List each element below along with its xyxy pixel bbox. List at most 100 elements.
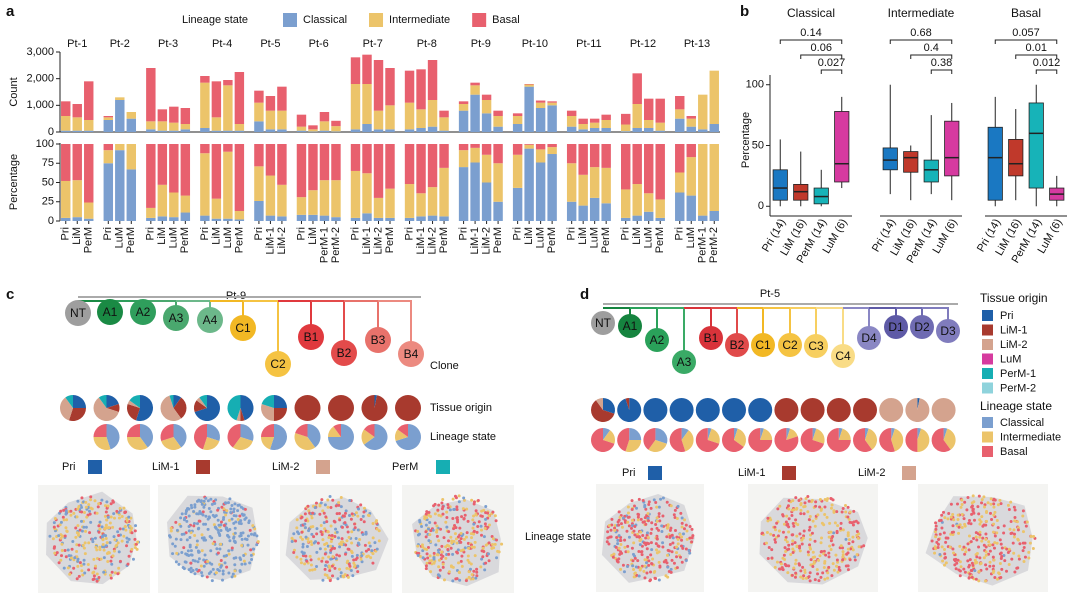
tissue-spot [223,510,227,514]
tissue-spot [951,547,955,551]
tissue-spot [967,576,971,580]
tissue-spot [355,556,359,560]
tissue-spot [240,562,244,566]
clone-node [804,334,828,358]
tissue-spot [324,564,328,568]
tissue-spot [429,514,433,518]
tissue-spot [790,514,794,518]
tissue-spot [984,563,988,567]
tissue-spot [978,530,982,534]
x-tick-label: LiM-2 [276,227,288,255]
tissue-spot [807,499,811,503]
tissue-spot [435,553,439,557]
tissue-spot [847,538,851,542]
bar-segment [675,96,685,110]
bar-segment [180,108,191,124]
tissue-spot [369,556,373,560]
tissue-spot [348,499,352,503]
tissue-spot [353,526,357,530]
tissue-spot [239,505,243,509]
bar-segment [493,201,503,221]
bar-segment [589,122,600,128]
tissue-spot [992,569,996,573]
tissue-spot [115,509,119,513]
tissue-spot [967,521,971,525]
tissue-spot [460,515,464,519]
tissue-spot [956,513,960,517]
tissue-spot [360,560,364,564]
tissue-spot [651,557,655,561]
legend-label: Basal [1000,446,1028,458]
tissue-spot [106,515,110,519]
tissue-spot [424,564,428,568]
bar-segment [698,144,708,216]
tissue-spot [977,494,981,498]
legend-swatch [982,431,993,443]
tissue-spot [334,504,338,508]
bracket [889,39,953,44]
tissue-spot [334,557,338,561]
bar-segment [632,73,642,104]
tissue-spot [646,519,650,523]
tissue-spot [981,536,985,540]
tissue-spot [309,563,313,567]
tissue-spot [966,495,970,499]
tissue-spot [647,500,651,504]
bar-segment [223,218,233,221]
bar-segment [493,163,503,202]
tissue-spot [243,507,247,511]
tissue-spot [185,519,189,523]
tissue-spot [204,514,208,518]
bar-segment [61,180,71,218]
tissue-spot [75,543,79,547]
tissue-spot [670,558,674,562]
tissue-spot [837,565,841,569]
tissue-spot [967,548,971,552]
panel-label: d [580,286,589,303]
tissue-spot [481,555,485,559]
bar-segment [458,104,469,111]
tissue-spot [643,505,647,509]
bar-segment [589,128,600,132]
tissue-spot [993,534,997,538]
tissue-spot [367,548,371,552]
bar-segment [308,129,318,132]
tissue-spot [89,520,93,524]
tissue-spot [649,578,653,582]
tissue-spot [61,515,65,519]
tissue-spot [667,549,671,553]
pie-slice [106,403,120,413]
tissue-spot [1006,551,1010,555]
tissue-spot [249,553,253,557]
tissue-spot [328,576,332,580]
tissue-spot [335,530,339,534]
bar-segment [512,187,523,221]
x-tick-label: Pri [457,227,469,240]
tissue-spot [447,530,451,534]
pie-slice [722,428,744,453]
tissue-spot [950,530,954,534]
tissue-spot [315,532,319,536]
tissue-spot [300,515,304,519]
tissue-spot [778,567,782,571]
tissue-spot [333,546,337,550]
tissue-spot [421,549,425,553]
bar-segment [126,112,137,119]
bar-segment [265,110,276,130]
tissue-spot [827,535,831,539]
tissue-spot [670,550,674,554]
tissue-spot [943,563,947,567]
tissue-spot [815,568,819,572]
bar-segment [234,124,245,131]
clone-label: A4 [203,313,218,327]
y-tick-label: 50 [752,139,764,151]
pie-slice [261,437,274,450]
tissue-spot [690,540,694,544]
tissue-spot [978,522,982,526]
tissue-spot [122,534,126,538]
tissue-spot [299,561,303,565]
bar-segment [211,144,222,199]
tissue-spot [459,540,463,544]
tissue-spot [794,518,798,522]
tissue-spot [354,537,358,541]
